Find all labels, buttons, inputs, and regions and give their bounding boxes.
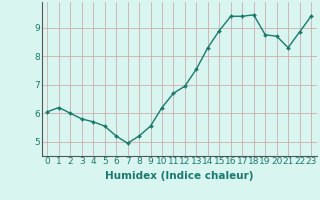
X-axis label: Humidex (Indice chaleur): Humidex (Indice chaleur): [105, 171, 253, 181]
